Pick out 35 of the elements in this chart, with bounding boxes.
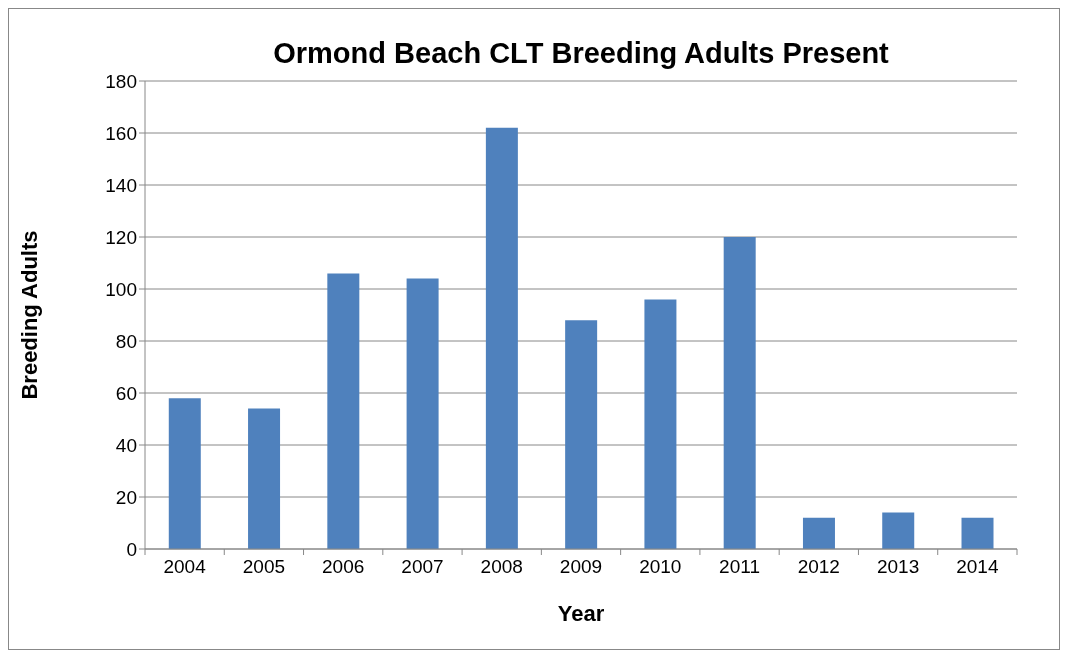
x-tick-label: 2011	[719, 556, 760, 577]
y-tick-label: 20	[115, 486, 137, 508]
y-tick-label: 100	[105, 278, 137, 300]
bar	[644, 299, 677, 549]
y-tick-label: 120	[105, 226, 137, 248]
x-tick-label: 2008	[480, 556, 523, 577]
x-tick-label: 2009	[559, 556, 603, 577]
bar	[485, 127, 518, 549]
y-tick-label: 0	[126, 538, 137, 560]
bar	[168, 398, 201, 549]
bar	[248, 408, 281, 549]
y-tick-label: 40	[115, 434, 137, 456]
x-tick-label: 2004	[163, 556, 207, 577]
x-tick-label: 2012	[797, 556, 840, 577]
chart-title: Ormond Beach CLT Breeding Adults Present	[272, 37, 890, 70]
y-tick-label: 160	[105, 122, 137, 144]
bar	[565, 320, 598, 549]
bar	[723, 237, 756, 549]
x-tick-label: 2006	[322, 556, 365, 577]
bar	[961, 517, 994, 549]
y-axis-title: Breeding Adults	[16, 230, 42, 400]
x-tick-label: 2010	[639, 556, 682, 577]
x-tick-label: 2007	[401, 556, 444, 577]
x-tick-label: 2013	[876, 556, 920, 577]
bar	[327, 273, 360, 549]
bar	[406, 278, 439, 549]
bar	[882, 512, 915, 549]
y-tick-label: 80	[115, 330, 137, 352]
y-tick-label: 60	[115, 382, 137, 404]
bar	[802, 517, 835, 549]
x-tick-label: 2014	[956, 556, 999, 577]
x-axis-title: Year	[557, 601, 605, 626]
y-tick-label: 140	[105, 174, 137, 196]
y-tick-label: 180	[105, 70, 137, 92]
x-tick-label: 2005	[242, 556, 286, 577]
